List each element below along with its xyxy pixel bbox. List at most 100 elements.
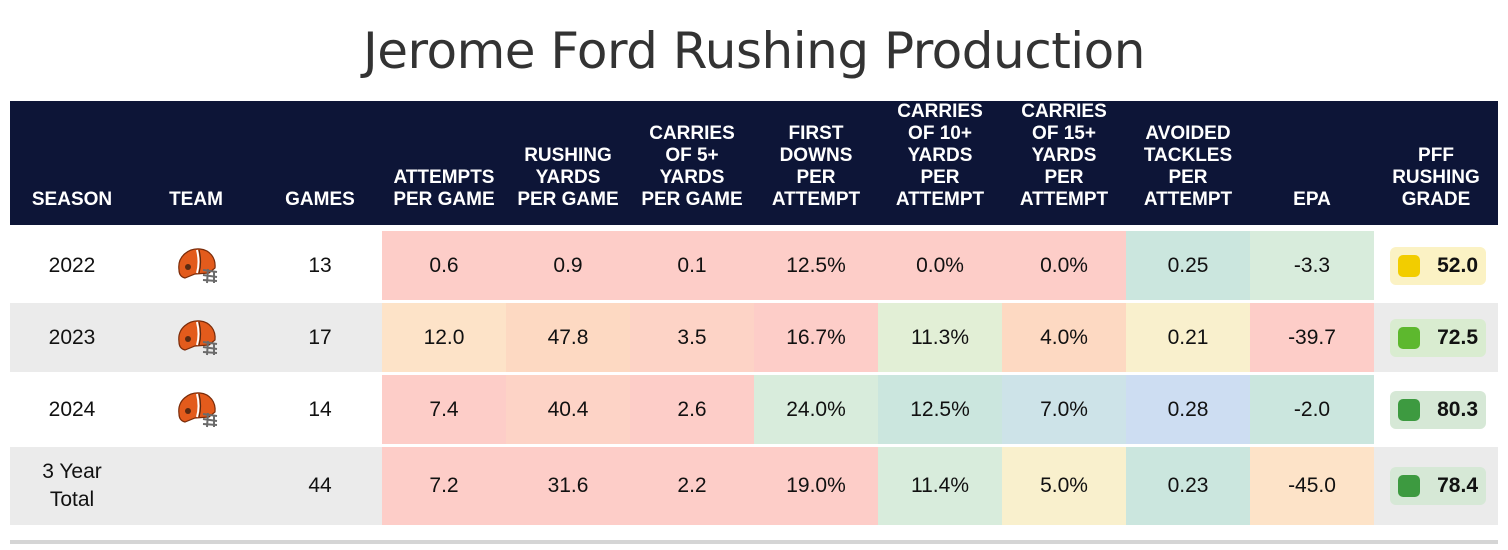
stat-cell-c5: 3.5 (630, 300, 754, 374)
header-carries-15-line: YARDS (1031, 145, 1097, 166)
header-pff-grade-line: PFF (1418, 145, 1454, 166)
table-row: 2022 13 0.6 0.9 0.1 12.5% 0.0% 0.0% 0.25 -3.3 52.0 (10, 225, 1498, 302)
stat-cell-c15: 0.0% (1002, 225, 1126, 302)
season-cell: 3 Year Total (10, 444, 134, 525)
table-row: 3 Year Total 44 7.2 31.6 2.2 19.0% 11.4% 5.0% 0.… (10, 444, 1498, 525)
cleveland-browns-helmet-icon (173, 318, 219, 358)
header-avoided-tackles-line: TACKLES (1143, 145, 1233, 166)
header-epa: EPA (1250, 101, 1374, 228)
stat-cell-yds: 47.8 (506, 300, 630, 374)
stat-cell-yds: 31.6 (506, 444, 630, 525)
grade-color-indicator (1398, 326, 1420, 349)
stat-cell-att: 0.6 (382, 225, 506, 302)
header-first-downs-line: FIRST (788, 123, 844, 144)
grade-badge: 72.5 (1390, 318, 1486, 357)
team-cell (134, 300, 258, 374)
stat-cell-at: 0.21 (1126, 300, 1250, 374)
header-carries-10-line: YARDS (907, 145, 973, 166)
stat-cell-c5: 2.6 (630, 372, 754, 446)
header-first-downs-line: ATTEMPT (771, 189, 861, 210)
header-carries-10-line: PER (920, 167, 960, 188)
header-carries-5-line: YARDS (659, 167, 725, 188)
team-cell (134, 372, 258, 446)
header-avoided-tackles-line: AVOIDED (1145, 123, 1231, 144)
cleveland-browns-helmet-icon (173, 246, 219, 286)
grade-color-indicator (1398, 398, 1420, 421)
header-first-downs: FIRST DOWNS PER ATTEMPT (754, 101, 878, 228)
header-carries-15-line: PER (1044, 167, 1084, 188)
header-carries-5: CARRIES OF 5+ YARDS PER GAME (630, 101, 754, 228)
stat-cell-att: 7.2 (382, 444, 506, 525)
grade-value: 52.0 (1437, 253, 1478, 277)
pff-grade-cell: 80.3 (1374, 372, 1498, 446)
header-carries-5-line: PER GAME (641, 189, 743, 210)
header-carries-5-line: OF 5+ (665, 145, 719, 166)
header-rushing-yards-line: RUSHING (524, 145, 612, 166)
stat-cell-at: 0.25 (1126, 225, 1250, 302)
team-cell (134, 225, 258, 302)
stat-cell-c15: 7.0% (1002, 372, 1126, 446)
header-first-downs-line: PER (796, 167, 836, 188)
stat-cell-c10: 11.4% (878, 444, 1002, 525)
header-attempts-line: ATTEMPTS (393, 167, 495, 188)
stat-cell-epa: -45.0 (1250, 444, 1374, 525)
games-cell: 17 (258, 300, 382, 374)
stat-cell-fd: 24.0% (754, 372, 878, 446)
header-epa-label: EPA (1293, 189, 1331, 210)
stat-cell-epa: -3.3 (1250, 225, 1374, 302)
grade-color-indicator (1398, 254, 1420, 277)
stat-cell-yds: 0.9 (506, 225, 630, 302)
header-pff-grade-line: GRADE (1401, 189, 1471, 210)
grade-badge: 80.3 (1390, 390, 1486, 429)
stat-cell-c10: 0.0% (878, 225, 1002, 302)
season-cell: 2022 (10, 225, 134, 302)
header-team-label: TEAM (169, 189, 223, 210)
header-carries-15-line: OF 15+ (1032, 123, 1096, 144)
header-season: SEASON (10, 101, 134, 228)
header-first-downs-line: DOWNS (779, 145, 853, 166)
stat-cell-epa: -2.0 (1250, 372, 1374, 446)
header-carries-10: CARRIES OF 10+ YARDS PER ATTEMPT (878, 101, 1002, 228)
header-carries-15-line: ATTEMPT (1019, 189, 1109, 210)
page-title: Jerome Ford Rushing Production (363, 22, 1145, 80)
header-row: SEASON TEAM GAMES ATTEMPTS PER GAME RUSH… (10, 101, 1498, 228)
season-cell: 2023 (10, 300, 134, 374)
header-team: TEAM (134, 101, 258, 228)
header-avoided-tackles-line: PER (1168, 167, 1208, 188)
stat-cell-fd: 12.5% (754, 225, 878, 302)
table-bottom-divider (10, 540, 1498, 544)
stat-cell-at: 0.28 (1126, 372, 1250, 446)
header-carries-5-line: CARRIES (649, 123, 735, 144)
rushing-stats-table: SEASON TEAM GAMES ATTEMPTS PER GAME RUSH… (10, 101, 1498, 525)
pff-grade-cell: 52.0 (1374, 225, 1498, 302)
stat-cell-c5: 2.2 (630, 444, 754, 525)
header-attempts: ATTEMPTS PER GAME (382, 101, 506, 228)
grade-color-indicator (1398, 475, 1420, 497)
table-row: 2023 17 12.0 47.8 3.5 16.7% 11.3% 4.0% 0.21 -39.7… (10, 300, 1498, 374)
season-cell: 2024 (10, 372, 134, 446)
stat-cell-epa: -39.7 (1250, 300, 1374, 374)
stat-cell-fd: 19.0% (754, 444, 878, 525)
header-carries-15: CARRIES OF 15+ YARDS PER ATTEMPT (1002, 101, 1126, 228)
stat-cell-at: 0.23 (1126, 444, 1250, 525)
grade-value: 78.4 (1437, 474, 1478, 497)
stat-cell-c10: 11.3% (878, 300, 1002, 374)
header-rushing-yards-line: YARDS (535, 167, 601, 188)
stat-cell-c15: 5.0% (1002, 444, 1126, 525)
games-cell: 13 (258, 225, 382, 302)
stat-cell-c5: 0.1 (630, 225, 754, 302)
grade-badge: 78.4 (1390, 467, 1486, 505)
team-cell (134, 444, 258, 525)
stat-cell-att: 12.0 (382, 300, 506, 374)
header-season-label: SEASON (31, 189, 113, 210)
header-carries-15-line: CARRIES (1021, 101, 1107, 122)
stat-cell-yds: 40.4 (506, 372, 630, 446)
header-games: GAMES (258, 101, 382, 228)
header-games-label: GAMES (285, 189, 355, 210)
stat-cell-fd: 16.7% (754, 300, 878, 374)
games-cell: 14 (258, 372, 382, 446)
header-avoided-tackles: AVOIDED TACKLES PER ATTEMPT (1126, 101, 1250, 228)
grade-value: 72.5 (1437, 325, 1478, 349)
cleveland-browns-helmet-icon (173, 390, 219, 430)
header-rushing-yards: RUSHING YARDS PER GAME (506, 101, 630, 228)
